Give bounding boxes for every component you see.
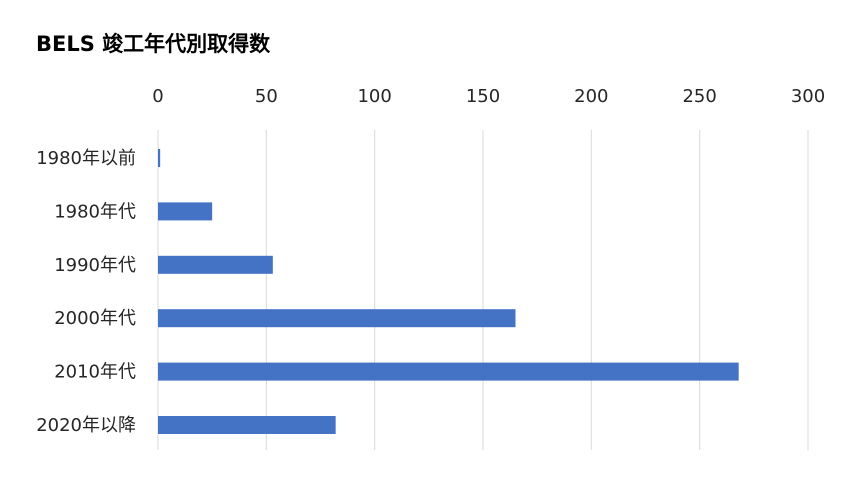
x-tick-label: 50 — [255, 86, 278, 107]
bar — [158, 149, 161, 167]
bar — [158, 255, 273, 274]
x-tick-label: 250 — [682, 86, 716, 107]
bar — [158, 309, 516, 328]
x-tick-label: 100 — [357, 86, 391, 107]
chart-title: BELS 竣工年代別取得数 — [36, 32, 271, 56]
x-tick-label: 0 — [152, 86, 163, 107]
y-category-label: 2000年代 — [54, 308, 136, 329]
x-tick-label: 150 — [466, 86, 500, 107]
y-category-label: 2020年以降 — [36, 415, 136, 436]
y-category-label: 2010年代 — [54, 362, 136, 383]
bar — [158, 416, 336, 434]
y-category-label: 1980年以前 — [36, 148, 136, 169]
y-category-label: 1990年代 — [54, 255, 136, 276]
bar — [158, 362, 739, 381]
x-tick-label: 200 — [574, 86, 608, 107]
bar — [158, 202, 213, 221]
y-category-label: 1980年代 — [54, 201, 136, 222]
x-tick-label: 300 — [791, 86, 825, 107]
